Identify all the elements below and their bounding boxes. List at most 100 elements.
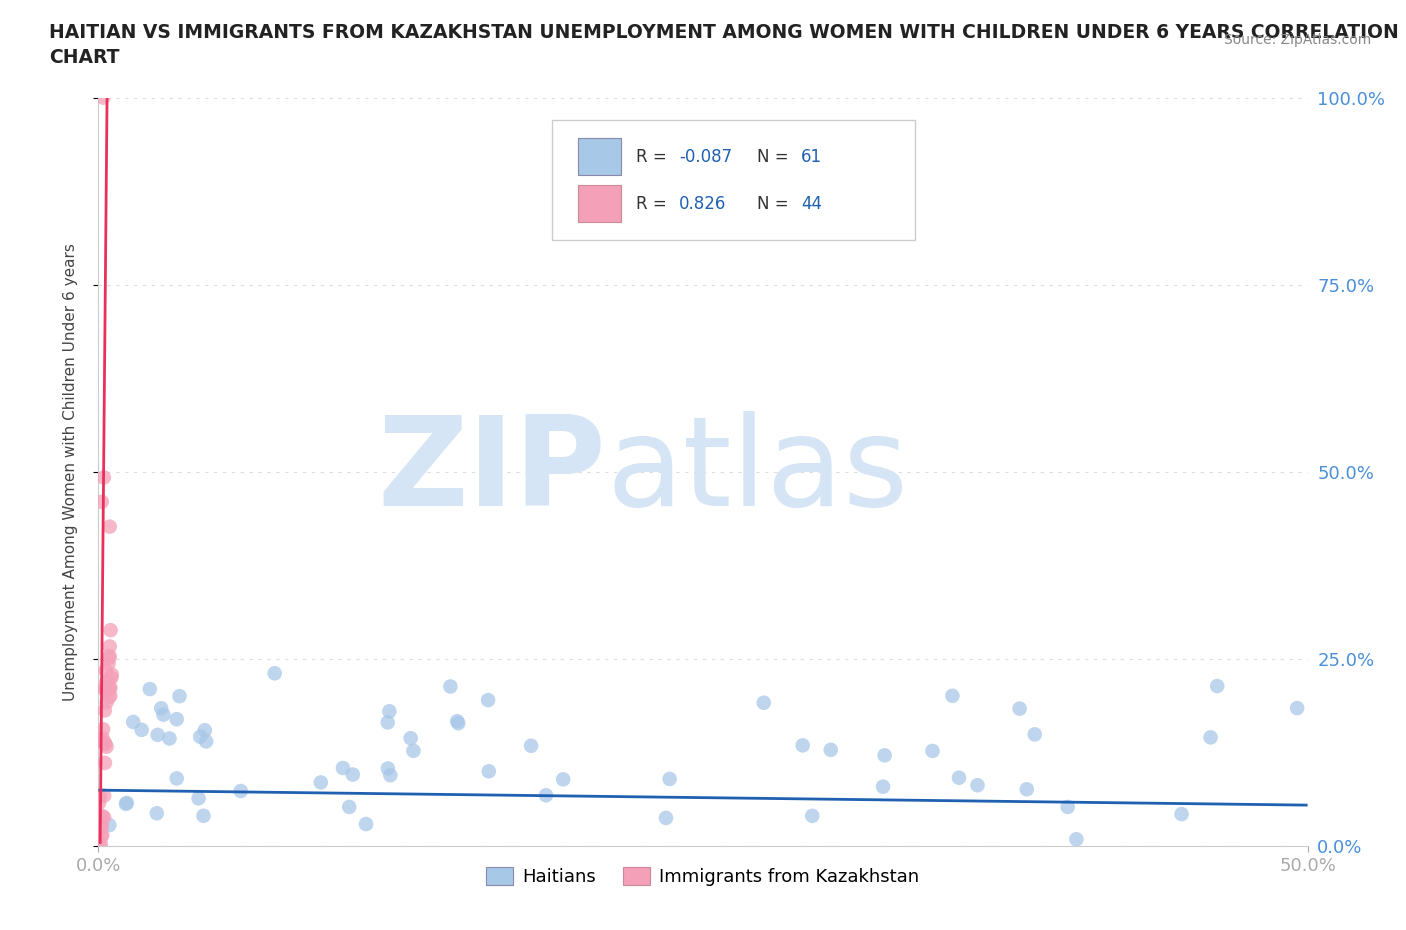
Point: [195, 734, 218, 749]
Point: [1066, 831, 1088, 846]
Text: N =: N =: [758, 195, 794, 213]
Point: [380, 768, 402, 783]
Text: R =: R =: [637, 148, 672, 166]
Point: [91, 828, 114, 843]
Legend: Haitians, Immigrants from Kazakhstan: Haitians, Immigrants from Kazakhstan: [479, 859, 927, 894]
Point: [378, 704, 401, 719]
Text: R =: R =: [637, 195, 672, 213]
Point: [90, 495, 112, 510]
Point: [97, 680, 120, 695]
Point: [966, 777, 988, 792]
Point: [194, 723, 217, 737]
Point: [792, 737, 814, 752]
Point: [377, 715, 399, 730]
Point: [90, 836, 112, 851]
Point: [90, 828, 112, 843]
Point: [1008, 701, 1031, 716]
Point: [139, 682, 162, 697]
Point: [89, 810, 111, 825]
Point: [187, 790, 209, 805]
Point: [94, 681, 117, 696]
Point: [873, 748, 896, 763]
Point: [1206, 679, 1229, 694]
Point: [122, 714, 145, 729]
Point: [152, 707, 174, 722]
Point: [263, 666, 285, 681]
Text: N =: N =: [758, 148, 794, 166]
Point: [89, 839, 111, 854]
Point: [98, 650, 121, 665]
Bar: [578, 138, 621, 175]
Point: [229, 784, 252, 799]
Point: [94, 683, 117, 698]
Point: [89, 795, 111, 810]
Point: [1199, 730, 1222, 745]
Point: [159, 731, 181, 746]
Point: [98, 682, 121, 697]
Point: [1015, 782, 1038, 797]
Point: [97, 681, 120, 696]
Point: [1286, 700, 1309, 715]
Point: [342, 767, 364, 782]
Point: [94, 703, 117, 718]
Point: [96, 674, 118, 689]
Point: [94, 737, 117, 751]
Point: [101, 667, 124, 682]
Point: [820, 742, 842, 757]
Text: HAITIAN VS IMMIGRANTS FROM KAZAKHSTAN UNEMPLOYMENT AMONG WOMEN WITH CHILDREN UND: HAITIAN VS IMMIGRANTS FROM KAZAKHSTAN UN…: [49, 23, 1399, 42]
Text: 44: 44: [801, 195, 823, 213]
FancyBboxPatch shape: [551, 120, 915, 240]
Point: [188, 729, 211, 744]
Point: [115, 796, 138, 811]
Point: [146, 727, 169, 742]
Point: [447, 716, 470, 731]
Point: [921, 743, 943, 758]
Point: [100, 623, 122, 638]
Text: atlas: atlas: [606, 411, 908, 533]
Point: [166, 711, 188, 726]
Text: 0.826: 0.826: [679, 195, 725, 213]
Point: [941, 688, 963, 703]
Point: [169, 689, 191, 704]
Point: [1024, 727, 1046, 742]
Point: [439, 679, 461, 694]
Point: [1056, 800, 1078, 815]
Point: [94, 663, 117, 678]
Point: [98, 688, 121, 703]
Point: [93, 470, 115, 485]
Point: [655, 811, 678, 826]
Point: [93, 810, 115, 825]
Point: [150, 701, 173, 716]
Point: [91, 90, 114, 105]
Text: -0.087: -0.087: [679, 148, 733, 166]
Text: CHART: CHART: [49, 48, 120, 67]
Text: ZIP: ZIP: [378, 411, 606, 533]
Point: [100, 680, 122, 695]
Point: [166, 771, 188, 786]
Point: [91, 735, 114, 750]
Point: [94, 755, 117, 770]
Text: 61: 61: [801, 148, 823, 166]
Point: [377, 761, 399, 776]
Point: [534, 788, 557, 803]
Point: [98, 817, 121, 832]
Point: [193, 808, 215, 823]
Point: [553, 772, 575, 787]
Point: [115, 795, 138, 810]
Point: [402, 743, 425, 758]
Point: [90, 819, 112, 834]
Bar: [578, 185, 621, 222]
Point: [91, 722, 114, 737]
Point: [146, 805, 169, 820]
Point: [97, 657, 120, 671]
Point: [96, 695, 118, 710]
Point: [91, 809, 114, 824]
Point: [91, 731, 114, 746]
Point: [658, 772, 681, 787]
Point: [332, 761, 354, 776]
Point: [752, 696, 775, 711]
Point: [478, 764, 501, 778]
Point: [477, 693, 499, 708]
Point: [97, 674, 120, 689]
Point: [1170, 806, 1192, 821]
